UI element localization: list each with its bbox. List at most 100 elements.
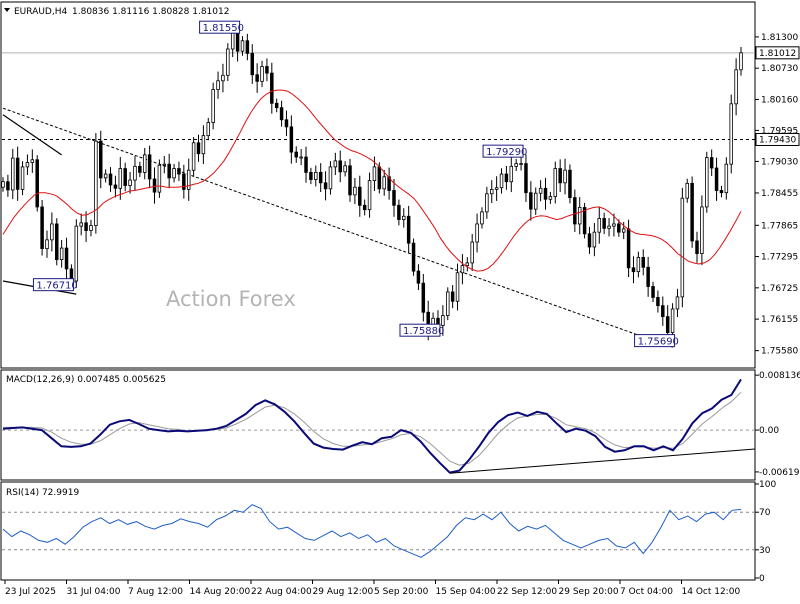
price-callout-box: [399, 323, 441, 337]
candle-up: [680, 197, 685, 298]
candle-down: [387, 176, 391, 191]
candle-down: [255, 74, 259, 82]
candle-up: [592, 231, 597, 248]
macd-pane-frame: [0, 369, 756, 481]
candle-up: [45, 239, 49, 250]
candle-down: [709, 157, 714, 169]
candle-up: [382, 176, 386, 190]
price-annotations: 1.81550 1.76710 1.79290 1.75880 1.75690: [32, 20, 679, 348]
price-axis: 1.81300 1.80730 1.80160 1.79595 1.79030 1.784…: [755, 33, 798, 357]
candle-down: [147, 154, 152, 180]
current-price-label: 1.81012: [759, 49, 796, 59]
candle-up: [514, 163, 518, 167]
candle-down: [631, 267, 636, 273]
candle-down: [182, 173, 186, 190]
time-tick-label: 5 Sep 20:00: [374, 587, 429, 597]
candle-down: [646, 266, 650, 287]
candle-down: [714, 167, 719, 191]
price-tick-label: 1.80160: [761, 95, 798, 105]
time-tick-label: 22 Aug 04:00: [251, 587, 312, 597]
moving-average-layer: [2, 89, 742, 272]
candle-down: [318, 171, 323, 184]
candle-down: [289, 126, 294, 153]
candle-up: [201, 135, 206, 155]
candle-up: [50, 223, 54, 241]
time-tick-label: 14 Aug 20:00: [190, 587, 251, 597]
macd-layer: 0.008136 0.00 -0.006197: [2, 371, 800, 478]
time-tick-label: 15 Sep 04:00: [436, 587, 496, 597]
candle-up: [1, 181, 5, 188]
price-callout-box: [482, 144, 524, 158]
candle-down: [690, 182, 694, 242]
candle-down: [665, 316, 670, 333]
candle-down: [602, 218, 606, 229]
candle-up: [441, 315, 445, 326]
candle-down: [245, 40, 250, 54]
price-callout-label: 1.75880: [403, 326, 444, 337]
candle-up: [172, 168, 176, 179]
candle-up: [103, 173, 108, 179]
candle-down: [123, 168, 127, 186]
candle-down: [55, 223, 59, 260]
candle-up: [553, 168, 558, 197]
symbol-title: EURAUD,H4: [14, 7, 67, 17]
candle-down: [35, 159, 39, 208]
candle-up: [299, 156, 303, 159]
candle-down: [40, 206, 44, 250]
candle-up: [470, 241, 474, 264]
price-tick-label: 1.80730: [761, 64, 798, 74]
rsi-tick-label: 0: [759, 574, 765, 584]
price-callout-label: 1.79290: [486, 147, 527, 158]
candle-up: [734, 69, 738, 105]
candle-down: [392, 190, 396, 206]
candle-down: [568, 169, 572, 199]
macd-tick-label: 0.008136: [759, 371, 800, 381]
candle-up: [211, 89, 215, 123]
price-callout-box: [199, 20, 241, 34]
time-tick-label: 22 Sep 12:00: [497, 587, 557, 597]
candle-up: [705, 157, 709, 208]
candle-up: [460, 265, 465, 274]
candle-down: [309, 171, 313, 180]
candle-up: [670, 308, 675, 333]
candle-up: [191, 142, 196, 171]
candle-down: [421, 282, 426, 313]
macd-line: [2, 378, 742, 474]
candle-down: [416, 270, 421, 284]
macd-title: MACD(12,26,9) 0.007485 0.005625: [6, 375, 166, 385]
rsi-tick-label: 100: [759, 480, 776, 490]
candle-up: [128, 179, 132, 186]
candle-up: [89, 225, 93, 231]
price-candles: [1, 21, 743, 345]
candle-up: [221, 74, 225, 82]
time-axis: 23 Jul 2025 31 Jul 04:00 7 Aug 12:00 14 Aug…: [4, 580, 741, 597]
time-tick-label: 7 Aug 12:00: [128, 587, 183, 597]
candle-up: [485, 193, 489, 213]
price-tick-label: 1.79595: [761, 126, 798, 136]
dropdown-arrow-icon[interactable]: [4, 8, 10, 12]
candle-down: [152, 178, 157, 193]
candle-up: [162, 163, 167, 166]
candle-up: [353, 186, 357, 196]
price-tick-label: 1.77295: [761, 253, 798, 263]
candle-down: [397, 204, 401, 220]
candle-down: [377, 166, 382, 190]
macd-trendline: [449, 448, 756, 474]
candle-up: [548, 196, 553, 200]
candle-up: [597, 218, 602, 233]
candle-up: [240, 40, 245, 52]
candle-down: [348, 165, 352, 196]
candle-down: [279, 107, 284, 121]
candle-up: [59, 247, 64, 260]
watermark: Action Forex: [166, 287, 296, 311]
candle-up: [519, 163, 523, 166]
candle-up: [729, 103, 733, 165]
candle-up: [79, 222, 83, 227]
candle-up: [94, 140, 98, 226]
candle-up: [446, 291, 450, 316]
candle-up: [216, 80, 220, 90]
candle-down: [284, 119, 289, 128]
time-tick-label: 14 Oct 12:00: [682, 587, 741, 597]
candle-down: [64, 247, 69, 270]
